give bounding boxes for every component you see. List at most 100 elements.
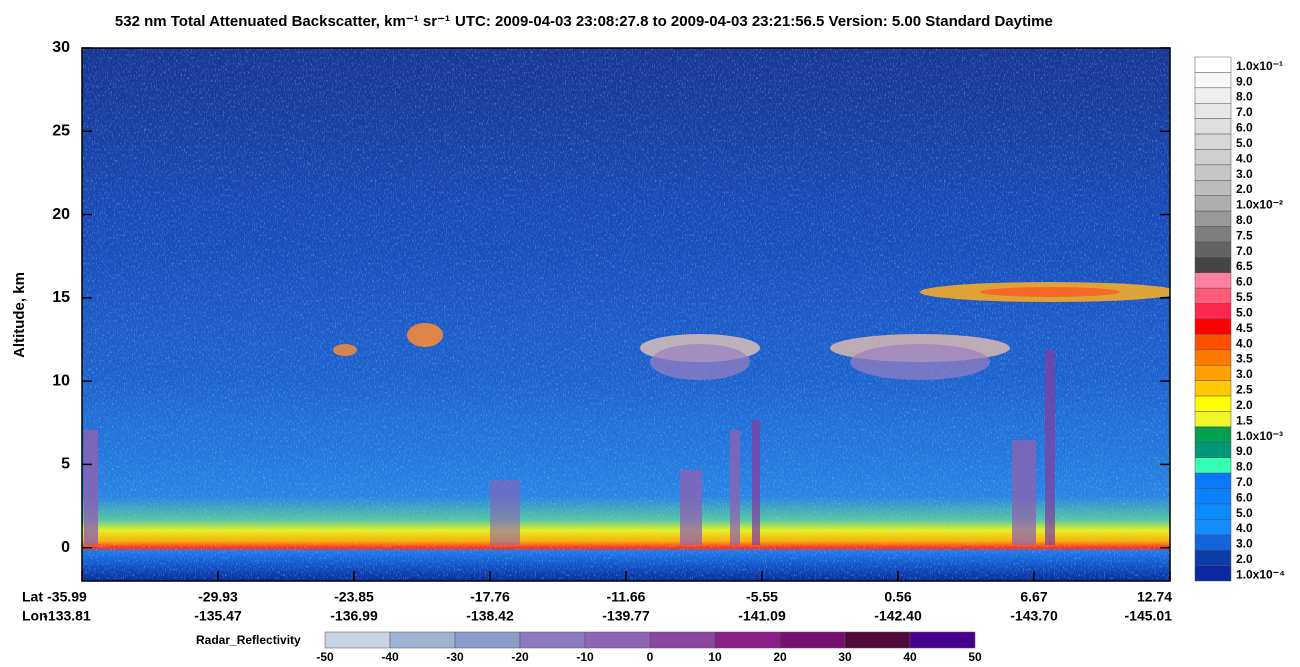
colorbar-label: 1.5 xyxy=(1236,413,1253,427)
colorbar-label: 6.0 xyxy=(1236,275,1253,289)
colorbar-bin xyxy=(1194,195,1232,212)
colorbar-label: 6.0 xyxy=(1236,490,1253,504)
radar-echo xyxy=(752,420,760,545)
colorbar-bin xyxy=(1194,133,1232,150)
lon-tick-label: -135.47 xyxy=(194,608,242,624)
colorbar-label: 3.5 xyxy=(1236,352,1253,366)
cirrus-core xyxy=(980,287,1120,297)
radar-colorbar-bin xyxy=(909,631,976,649)
colorbar-label: 3.0 xyxy=(1236,167,1253,181)
colorbar-bin xyxy=(1194,565,1232,582)
colorbar-label: 1.0x10⁻² xyxy=(1236,198,1283,212)
colorbar-label: 7.0 xyxy=(1236,105,1253,119)
colorbar-bin xyxy=(1194,303,1232,320)
radar-echo xyxy=(680,470,702,545)
colorbar-label: 2.0 xyxy=(1236,182,1253,196)
curtain-image xyxy=(82,48,1170,581)
colorbar-bin xyxy=(1194,488,1232,505)
radar-echo xyxy=(1045,350,1055,545)
radar-tick-label: -10 xyxy=(576,650,594,664)
colorbar-bin xyxy=(1194,180,1232,196)
colorbar-label: 5.0 xyxy=(1236,506,1253,520)
y-tick-label: 25 xyxy=(52,123,70,140)
radar-tick-label: 50 xyxy=(968,650,982,664)
y-tick-label: 0 xyxy=(61,539,70,556)
colorbar-label: 5.0 xyxy=(1236,136,1253,150)
colorbar-label: 8.0 xyxy=(1236,90,1253,104)
cloud xyxy=(407,323,443,347)
radar-echo xyxy=(490,480,520,545)
colorbar-label: 4.5 xyxy=(1236,321,1253,335)
radar-colorbar-bin xyxy=(454,631,521,649)
lat-tick-label: -17.76 xyxy=(470,589,510,605)
radar-tick-label: -50 xyxy=(316,650,334,664)
radar-echo xyxy=(1012,440,1036,545)
colorbar-label: 2.0 xyxy=(1236,398,1253,412)
colorbar-label: 5.0 xyxy=(1236,305,1253,319)
colorbar-bin xyxy=(1194,380,1232,397)
lon-tick-label: -145.01 xyxy=(1125,608,1173,624)
radar-tick-label: -40 xyxy=(381,650,399,664)
colorbar-bin xyxy=(1194,395,1232,412)
colorbar-bin xyxy=(1194,426,1232,443)
lon-tick-label: -138.42 xyxy=(466,608,514,624)
lat-tick-label: -29.93 xyxy=(198,589,238,605)
colorbar-label: 3.0 xyxy=(1236,537,1253,551)
radar-tick-label: -30 xyxy=(446,650,464,664)
lon-tick-label: -142.40 xyxy=(874,608,922,624)
colorbar-bin xyxy=(1194,364,1232,381)
colorbar-label: 7.0 xyxy=(1236,475,1253,489)
colorbar-label: 1.0x10⁻¹ xyxy=(1236,59,1283,73)
colorbar-bin xyxy=(1194,457,1232,474)
radar-tick-label: 10 xyxy=(708,650,722,664)
radar-echo xyxy=(730,430,740,545)
colorbar-bin xyxy=(1194,334,1232,351)
radar-tick-label: 30 xyxy=(838,650,852,664)
colorbar-bin xyxy=(1194,519,1232,536)
colorbar-label: 7.0 xyxy=(1236,244,1253,258)
colorbar-bin xyxy=(1194,226,1232,243)
radar-colorbar-bin xyxy=(714,631,781,649)
radar-echo xyxy=(84,430,98,545)
radar-echo xyxy=(650,344,750,380)
lat-tick-label: 0.56 xyxy=(884,589,911,605)
y-tick-label: 5 xyxy=(61,456,70,473)
colorbar-bin xyxy=(1194,241,1232,258)
colorbar-bin xyxy=(1194,72,1232,89)
colorbar-bin xyxy=(1194,534,1232,551)
radar-tick-label: 0 xyxy=(647,650,654,664)
lat-tick-label: -23.85 xyxy=(334,589,374,605)
colorbar-bin xyxy=(1194,472,1232,489)
lon-tick-label: -141.09 xyxy=(738,608,786,624)
lat-tick-label: 12.74 xyxy=(1137,589,1172,605)
colorbar-label: 7.5 xyxy=(1236,228,1253,242)
colorbar-label: 4.0 xyxy=(1236,336,1253,350)
radar-colorbar-bin xyxy=(584,631,651,649)
y-tick-label: 20 xyxy=(52,206,70,223)
lat-tick-label: -11.66 xyxy=(607,589,646,605)
chart-title: 532 nm Total Attenuated Backscatter, km⁻… xyxy=(115,13,450,30)
colorbar-label: 6.0 xyxy=(1236,121,1253,135)
colorbar-bin xyxy=(1194,411,1232,428)
colorbar-label: 3.0 xyxy=(1236,367,1253,381)
chart-subtitle: UTC: 2009-04-03 23:08:27.8 to 2009-04-03… xyxy=(455,13,1053,30)
radar-colorbar-bin xyxy=(389,631,456,649)
colorbar-bin xyxy=(1194,549,1232,566)
cloud xyxy=(333,344,357,356)
y-tick-label: 30 xyxy=(52,39,70,56)
radar-colorbar-bin xyxy=(649,631,716,649)
colorbar-bin xyxy=(1194,349,1232,366)
colorbar-bin xyxy=(1194,442,1232,458)
colorbar-bin xyxy=(1194,210,1232,227)
colorbar-label: 8.0 xyxy=(1236,213,1253,227)
y-tick-label: 15 xyxy=(52,289,70,306)
colorbar-label: 1.0x10⁻³ xyxy=(1236,429,1283,443)
lat-label: Lat xyxy=(22,589,43,605)
radar-colorbar-bin xyxy=(324,631,391,649)
radar-tick-label: 40 xyxy=(903,650,917,664)
colorbar-bin xyxy=(1194,272,1232,289)
colorbar-label: 4.0 xyxy=(1236,521,1253,535)
radar-tick-label: -20 xyxy=(511,650,529,664)
lat-tick-label: 6.67 xyxy=(1020,589,1047,605)
